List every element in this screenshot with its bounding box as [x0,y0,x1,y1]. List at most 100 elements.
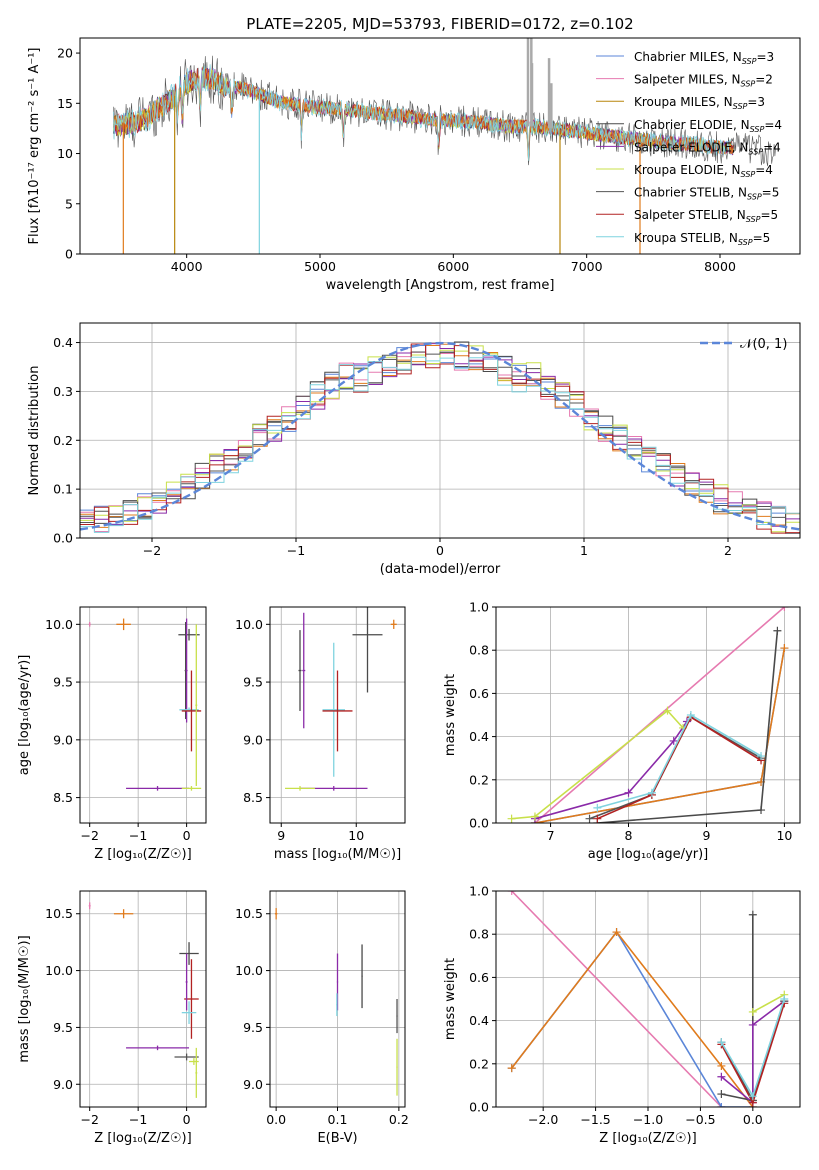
legend-label: Kroupa STELIB, NSSP=5 [634,231,770,247]
weight-series-line [511,709,684,820]
axis-layer: −2.0 −1.5 −1.0 −0.5 0.0 0.0 0.2 0.4 0.6 0.8 1.0 Z [… [443,884,801,1146]
x-tick-label: 0 [436,543,444,558]
grid-lines [496,890,800,1108]
weight-series-line [597,713,762,809]
axes-frame [79,37,801,255]
legend-value: =4 [764,118,782,132]
y-tick-label: 0.4 [469,1013,489,1028]
y-tick-label: 9.0 [243,732,263,747]
legend: 𝒩(0, 1) [700,337,787,352]
legend-value: =3 [747,95,765,109]
weight-series-line [511,930,753,1107]
y-tick-label: 0.2 [469,772,489,787]
legend-value: =5 [760,208,778,222]
x-tick-label: 0.1 [328,1112,348,1127]
spectrum-series-line [112,64,734,161]
weight-series-line [534,607,785,823]
y-tick-label: 10 [57,146,73,161]
weight-point-marker [780,644,789,653]
legend-label: Kroupa MILES, NSSP=3 [634,95,765,111]
figure-title: PLATE=2205, MJD=53793, FIBERID=0172, z=0… [246,15,633,33]
weight-point-marker [530,812,539,821]
panel-residuals: −2 −1 0 1 2 0.0 0.1 0.2 0.3 0.4 (data-model)/error… [27,322,801,577]
y-tick-label: 0.0 [469,816,489,831]
grid-lines [80,891,206,1107]
weight-point-marker [686,711,695,719]
plot-area [112,38,776,254]
legend-subscript: SSP [747,193,762,202]
y-tick-label: 0.2 [53,433,73,448]
y-tick-label: 8.5 [53,790,73,805]
legend-subscript: SSP [741,80,756,89]
weight-point-marker [585,814,594,823]
x-tick-label: 9 [277,828,285,843]
y-axis-label: age [log₁₀(age/yr)] [17,655,32,776]
axis-layer: −2 −1 0 9.0 9.5 10.0 10.5 Z [log₁₀(Z/Z☉)] mass [… [17,890,207,1146]
y-tick-label: 10.5 [45,906,73,921]
axes-frame [79,606,207,824]
x-tick-label: −0.5 [685,1112,715,1127]
x-tick-label: 0 [183,828,191,843]
x-tick-label: 7 [547,828,555,843]
weight-point-marker [647,788,656,797]
grid-lines [496,606,800,824]
y-tick-label: 10.0 [235,617,263,632]
weight-point-marker [757,752,766,761]
x-tick-label: 0.2 [389,1112,409,1127]
histogram-step [80,343,800,534]
x-tick-label: −2 [143,543,161,558]
x-tick-label: −1 [129,828,147,843]
panel-weight-vs-age: 7 8 9 10 0.0 0.2 0.4 0.6 0.8 1.0 age [log₁₀(age/yr… [443,600,801,862]
axes-frame [79,890,207,1108]
weight-point-marker [612,928,621,937]
legend-value: =4 [763,140,781,154]
weight-point-marker [780,607,789,611]
y-axis-label: mass weight [443,674,458,756]
plot-area [88,902,199,1098]
x-axis-label: (data-model)/error [380,562,501,577]
y-tick-label: 10.0 [45,963,73,978]
axes-frame [269,606,406,824]
weight-point-marker [717,1061,726,1070]
weight-series-line [720,1000,785,1105]
gaussian-curve [80,341,800,531]
weight-point-marker [507,891,516,895]
x-tick-label: −1 [129,1112,147,1127]
weight-point-marker [748,1020,757,1029]
x-tick-label: −2 [80,1112,98,1127]
panel-age-vs-Z: −2 −1 0 8.5 9.0 9.5 10.0 Z [log₁₀(Z/Z☉)] age [lo… [17,606,207,862]
y-tick-label: 0.3 [53,384,73,399]
y-tick-label: 9.5 [53,1020,73,1035]
legend: Chabrier MILES, NSSP=3 Salpeter MILES, NS… [596,50,782,247]
weight-point-marker [717,1090,726,1099]
weight-series-line [752,993,785,1013]
x-tick-label: 9 [702,828,710,843]
x-tick-label: 6000 [437,259,469,274]
legend-value: =4 [755,163,773,177]
weight-point-marker [748,1007,757,1016]
weight-point-marker [507,814,516,823]
y-tick-label: 5 [65,196,73,211]
y-tick-label: 0 [65,247,73,262]
legend-label: Chabrier ELODIE, NSSP=4 [634,118,782,134]
x-axis-label: mass [log₁₀(M/M☉)] [274,847,401,862]
weight-point-marker [663,706,672,715]
y-tick-label: 9.5 [243,675,263,690]
x-tick-label: 10 [348,828,364,843]
axis-layer: 9 10 8.5 9.0 9.5 10.0 mass [log₁₀(M/M☉)] [235,606,406,862]
weight-point-marker [717,1072,726,1081]
x-tick-label: 2 [724,543,732,558]
y-tick-label: 0.1 [53,482,73,497]
legend-label: Salpeter MILES, NSSP=2 [634,73,773,89]
histogram-step [80,345,800,533]
x-axis-label: Z [log₁₀(Z/Z☉)] [599,1131,696,1146]
weight-series-line [596,716,762,820]
panel-mass-vs-ebv: 0.0 0.1 0.2 9.0 9.5 10.0 10.5 E(B-V) [235,890,409,1146]
histogram-step [80,343,800,527]
weight-point-marker [669,736,678,745]
weight-point-marker [748,1092,757,1101]
x-tick-label: 0.0 [743,1112,763,1127]
weight-series-line [511,891,722,1107]
legend-subscript: SSP [746,215,761,224]
histogram-step [80,355,800,533]
